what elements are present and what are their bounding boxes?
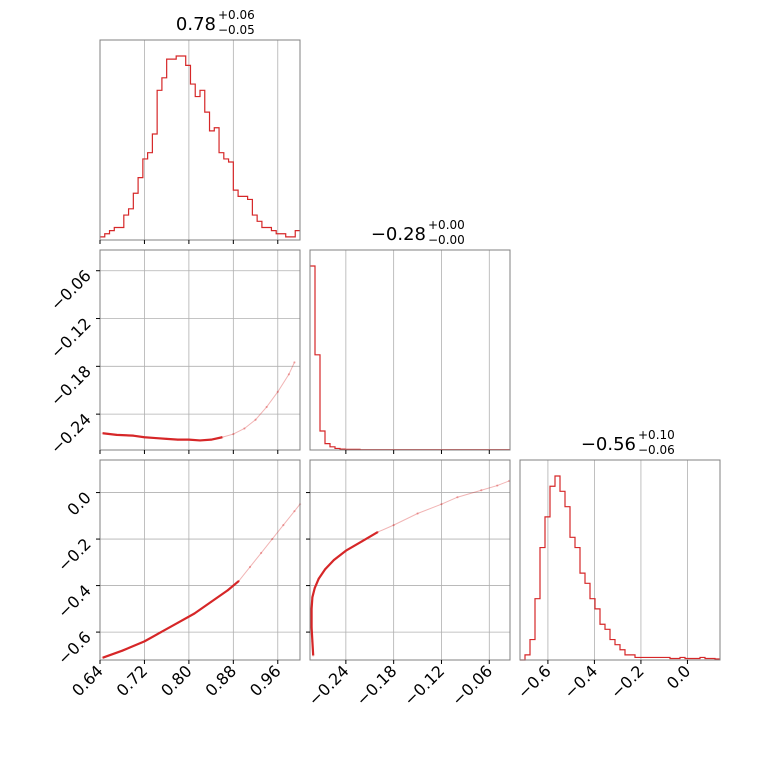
y-tick-label: −0.24 (47, 410, 95, 458)
sample-point (480, 489, 483, 492)
x-tick-label: 0.72 (113, 661, 152, 700)
sample-point (248, 565, 252, 569)
grid-lines (99, 40, 688, 660)
sample-point (293, 510, 296, 513)
title-minus: −0.05 (218, 23, 255, 37)
y-tick-label: −0.4 (54, 581, 95, 622)
tick-labels: 0.64 0.72 0.80 0.88 0.96 −0.24 −0.18 −0.12 −0.06… (47, 266, 695, 709)
title-minus: −0.00 (428, 233, 465, 247)
x-tick-label: −0.24 (305, 661, 353, 709)
x-tick-label: −0.4 (560, 661, 601, 702)
x-tick-label: −0.18 (352, 661, 400, 709)
histogram-series-1 (310, 265, 510, 451)
sample-point (271, 537, 274, 541)
sample-point (456, 496, 459, 499)
x-tick-label: −0.6 (514, 661, 555, 702)
panel-title-0: 0.78 +0.06−0.05 (176, 8, 255, 37)
sample-chain-core (102, 432, 223, 442)
sample-point (496, 484, 499, 487)
chart-marks (100, 55, 720, 661)
sample-chain-tail (102, 503, 301, 659)
sample-chain-core (102, 580, 240, 659)
panel-frame (309, 249, 511, 451)
x-tick-label: −0.06 (448, 661, 496, 709)
sample-point (282, 524, 285, 527)
title-value: 0.78 (176, 14, 216, 35)
panel-title-2: −0.56 +0.10−0.06 (581, 428, 675, 457)
sample-point (265, 405, 268, 409)
sample-point (276, 390, 279, 393)
x-tick-label: 0.96 (246, 661, 285, 700)
sample-point (440, 503, 443, 506)
panel-frame (99, 249, 301, 451)
panel-frame (99, 39, 301, 241)
sample-point (260, 551, 263, 555)
sample-point (293, 361, 296, 364)
x-tick-label: 0.64 (68, 661, 107, 700)
x-tick-label: −0.12 (400, 661, 448, 709)
y-tick-label: 0.0 (63, 488, 94, 519)
y-tick-label: −0.06 (47, 266, 95, 314)
panel-frame (309, 459, 511, 661)
title-plus: +0.06 (218, 8, 255, 22)
y-tick-label: −0.6 (54, 627, 95, 668)
y-tick-label: −0.18 (47, 362, 95, 410)
x-tick-label: 0.0 (663, 661, 694, 692)
title-plus: +0.10 (638, 428, 675, 442)
title-value: −0.56 (581, 434, 636, 455)
panel-titles: 0.78 +0.06−0.05−0.28 +0.00−0.00−0.56 +0.10−… (176, 8, 675, 457)
sample-point (392, 524, 395, 527)
sample-chain-tail (311, 480, 510, 656)
x-tick-label: 0.88 (202, 661, 241, 700)
tick-marks (96, 240, 688, 664)
title-minus: −0.06 (638, 443, 675, 457)
panel-frames (99, 39, 721, 661)
y-tick-label: −0.12 (47, 314, 95, 362)
histogram-series-0 (100, 55, 300, 238)
sample-chain-tail (102, 362, 295, 441)
x-tick-label: 0.80 (157, 661, 196, 700)
sample-point (254, 418, 257, 421)
panel-frame (99, 459, 301, 661)
sample-point (232, 432, 235, 436)
sample-point (243, 427, 246, 430)
panel-frame (519, 459, 721, 661)
sample-point (416, 512, 419, 515)
y-tick-label: −0.2 (54, 534, 95, 575)
title-value: −0.28 (371, 224, 426, 245)
x-tick-label: −0.2 (607, 661, 648, 702)
sample-point (287, 373, 290, 376)
title-plus: +0.00 (428, 218, 465, 232)
histogram-series-2 (520, 475, 720, 661)
panel-title-1: −0.28 +0.00−0.00 (371, 218, 465, 247)
sample-chain-core (310, 531, 379, 656)
